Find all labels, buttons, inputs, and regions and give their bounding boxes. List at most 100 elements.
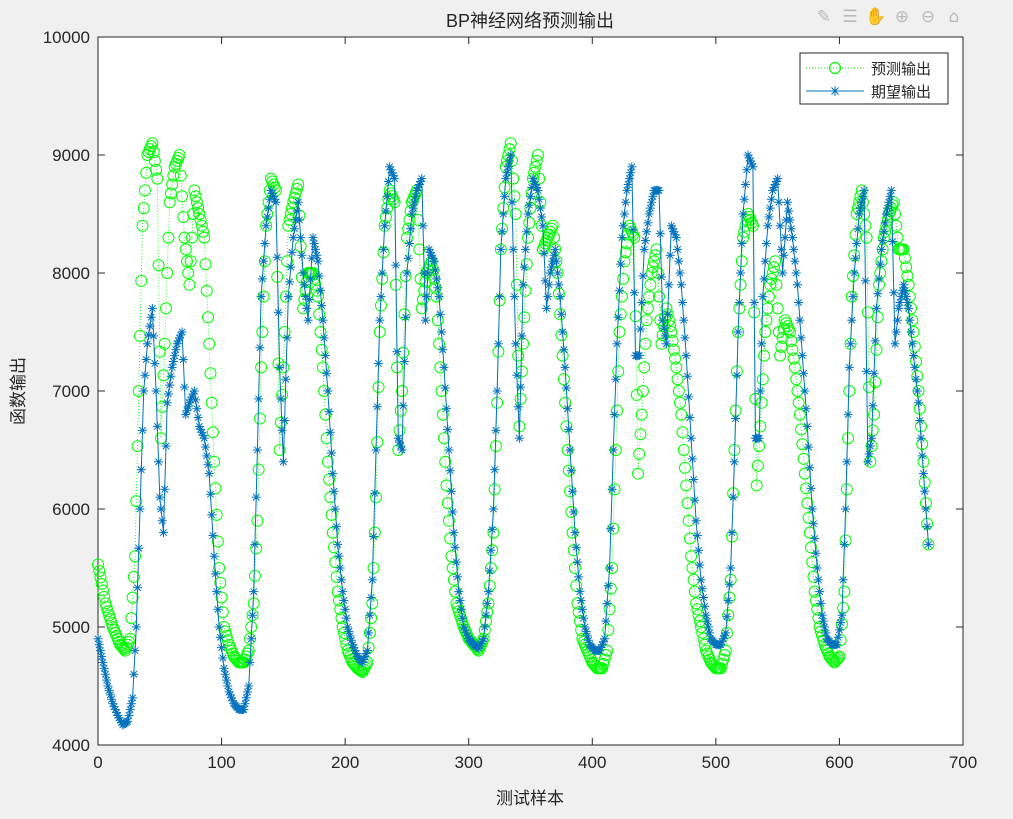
data-point [487,526,500,539]
x-axis-label: 测试样本 [496,789,564,809]
data-point [727,528,737,538]
data-point [873,289,883,299]
data-point [610,410,620,420]
data-point [219,663,229,673]
data-point [165,380,175,390]
data-point [504,137,517,150]
data-point [498,209,508,219]
data-point [792,280,802,290]
data-point [682,371,692,381]
data-point [504,156,514,166]
data-point [812,612,825,625]
data-point [912,386,922,396]
data-point [613,312,623,322]
data-point [395,437,405,447]
data-point [728,492,738,502]
data-point [330,504,340,514]
home-icon[interactable]: ⌂ [948,7,960,27]
pan-icon[interactable]: ✋ [865,7,887,27]
data-point [97,652,107,661]
data-point [218,653,228,663]
data-point [381,202,394,215]
data-point [171,345,181,355]
data-point [777,323,790,336]
data-point [832,651,845,664]
data-point [602,623,615,636]
data-point [201,311,214,324]
data-point [658,315,668,325]
data-point [638,271,648,281]
data-point [99,663,109,673]
data-point [685,413,695,423]
data-point [542,303,552,313]
data-point [680,479,693,492]
brush-icon[interactable]: ✎ [816,7,832,27]
data-point [439,455,452,468]
data-point [313,256,323,266]
data-point [815,587,825,597]
data-point [553,268,563,278]
data-point [451,557,461,567]
data-point [205,489,215,499]
data-point [673,244,683,254]
data-point [492,386,502,396]
data-point [170,351,180,361]
data-point [180,382,189,392]
data-point [574,572,584,582]
data-point [547,231,560,244]
data-point [449,528,459,538]
data-point [561,383,571,393]
data-point [538,221,548,231]
data-point [256,292,266,302]
data-point [635,408,648,421]
zoom-in-icon[interactable]: ⊕ [894,7,910,27]
data-point [192,202,205,215]
data-point [259,256,269,266]
data-point [241,693,251,703]
data-point [306,274,316,284]
data-point [834,625,844,635]
data-point [878,236,888,246]
data-point [250,539,260,549]
data-point [214,576,227,589]
data-point [857,197,867,207]
data-point [566,466,576,476]
data-point [302,303,312,313]
data-point [642,227,652,237]
data-point [447,573,460,586]
data-point [675,268,685,278]
data-point [206,426,219,439]
data-point [679,315,689,325]
data-point [380,221,390,231]
data-point [701,610,711,620]
data-point [129,550,142,563]
data-point [94,571,107,584]
data-point [408,203,418,213]
data-point [100,669,110,679]
zoom-out-icon[interactable]: ⊖ [920,7,936,27]
data-point [597,657,610,670]
data-point [805,463,815,473]
data-point [859,219,872,232]
data-point [848,249,861,262]
data-point [789,244,799,254]
data-point [699,593,708,602]
data-point [724,579,734,589]
data-point [685,550,698,563]
data-point [738,225,751,238]
data-point [133,583,143,593]
data-point [517,331,527,341]
data-point [691,603,704,616]
data-point [487,525,497,535]
data-point [383,177,393,187]
data-point [248,569,261,582]
data-point [216,606,229,619]
data-point [644,209,654,219]
data-point [612,339,622,349]
data-point [755,396,768,409]
data-point [312,250,322,260]
data-cursor-icon[interactable]: ☰ [842,7,858,27]
data-point [550,244,560,254]
data-point [530,154,543,167]
data-point [619,246,632,259]
